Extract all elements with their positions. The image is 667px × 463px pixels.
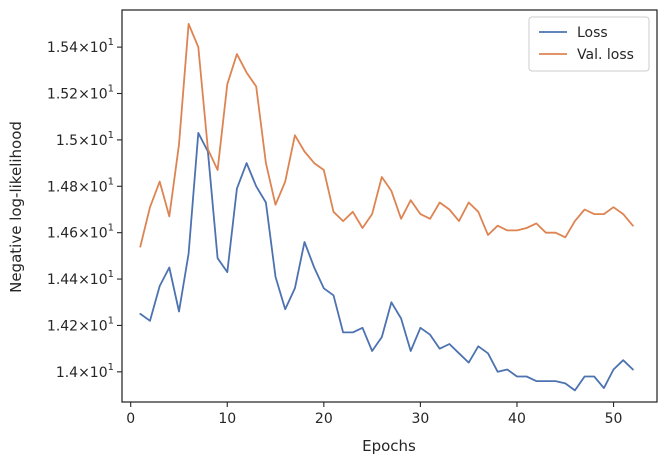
y-tick-label: 1.54×101 [47,37,114,56]
x-tick-label: 0 [126,411,135,427]
series-line-val-loss [139,22,634,248]
legend-label: Loss [577,25,608,41]
legend-label: Val. loss [577,47,634,63]
y-tick-label: 1.44×101 [47,269,114,288]
legend: Loss Val. loss [528,16,650,72]
plot-frame [121,9,658,403]
series-layer [139,22,634,392]
y-tick-label: 1.5×101 [56,130,114,149]
x-tick-label: 20 [315,411,333,427]
y-tick-label: 1.42×101 [47,315,114,334]
x-tick-label: 40 [508,411,526,427]
ticks-layer: 0 10 20 30 40 50 1.4×101 1.42×101 1.44×101 1.46×1… [47,37,623,427]
series-line-loss [139,131,634,392]
x-tick-label: 50 [605,411,623,427]
plot-area [121,9,658,403]
legend-box [528,16,650,72]
y-tick-label: 1.4×101 [56,362,114,381]
x-tick-label: 10 [218,411,236,427]
y-tick-label: 1.46×101 [47,223,114,242]
x-axis-label: Epochs [362,437,416,455]
y-tick-label: 1.48×101 [47,176,114,195]
x-tick-label: 30 [411,411,429,427]
y-tick-label: 1.52×101 [47,84,114,103]
y-axis-label: Negative log-likelihood [7,121,25,293]
